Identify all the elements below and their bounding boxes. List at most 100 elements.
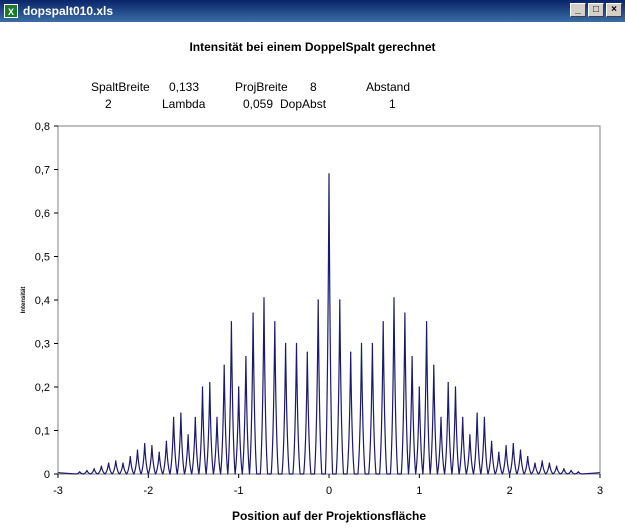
intensity-peak-point xyxy=(252,312,254,314)
intensity-peak-point xyxy=(447,382,449,384)
intensity-peak-point xyxy=(512,442,514,445)
intensity-peak-point xyxy=(440,416,442,419)
intensity-peak-point xyxy=(371,342,373,345)
intensity-peak-point xyxy=(122,462,124,464)
intensity-peak-point xyxy=(216,416,218,419)
intensity-peak-point xyxy=(548,462,551,464)
intensity-peak-point xyxy=(285,342,287,345)
window-controls: _ □ × xyxy=(570,3,622,17)
info-spaltbreite-label: SpaltBreite xyxy=(91,80,150,94)
intensity-peak-point xyxy=(201,386,204,388)
info-projbreite-label: ProjBreite xyxy=(235,80,288,94)
intensity-peak-point xyxy=(425,321,428,323)
window-title: dopspalt010.xls xyxy=(23,4,114,18)
line-chart: 0 0,1 0,2 0,3 0,4 0,5 0,6 0,7 0,8 -3 -2 -1 0 1 2 3 Posi… xyxy=(21,121,603,523)
intensity-peak-point xyxy=(129,456,131,458)
intensity-peak-point xyxy=(151,445,153,447)
chart-area[interactable]: Intensität bei einem DoppelSpalt gerechn… xyxy=(0,22,625,532)
x-tick-label: 0 xyxy=(326,485,332,497)
minimize-button[interactable]: _ xyxy=(570,3,586,17)
intensity-peak-point xyxy=(194,416,196,419)
y-tick-label: 0,6 xyxy=(35,208,50,220)
intensity-peak-point xyxy=(187,434,189,436)
x-tick-label: 2 xyxy=(507,485,513,497)
y-axis-title: Intensität xyxy=(21,287,27,314)
intensity-peak-point xyxy=(404,312,406,314)
intensity-peak-point xyxy=(317,299,319,301)
intensity-peak-point xyxy=(360,342,363,345)
info-dopabst-label: DopAbst xyxy=(280,97,327,111)
intensity-peak-point xyxy=(100,465,102,467)
intensity-peak-point xyxy=(527,456,529,458)
intensity-peak-point xyxy=(93,468,95,470)
intensity-peak-point xyxy=(556,465,558,467)
intensity-peak-point xyxy=(519,449,522,451)
intensity-peak-point xyxy=(328,173,330,175)
intensity-peak-point xyxy=(245,355,247,358)
intensity-peak-point xyxy=(534,462,536,464)
intensity-peak-point xyxy=(238,386,240,388)
intensity-peak-point xyxy=(505,445,507,447)
info-spaltbreite-value: 0,133 xyxy=(169,80,200,94)
intensity-peak-point xyxy=(411,355,413,358)
intensity-peak-point xyxy=(107,462,110,464)
intensity-peak-point xyxy=(209,382,211,384)
x-tick-label: -1 xyxy=(234,485,244,497)
y-tick-label: 0,1 xyxy=(35,426,50,438)
x-tick-label: 3 xyxy=(597,485,603,497)
x-axis-title: Position auf der Projektionsfläche xyxy=(232,509,426,523)
excel-icon[interactable]: X xyxy=(4,4,18,18)
intensity-peak-point xyxy=(483,416,485,419)
intensity-peak-point xyxy=(498,451,500,453)
intensity-peak-point xyxy=(418,386,420,388)
x-tick-label: -2 xyxy=(143,485,153,497)
intensity-peak-point xyxy=(173,416,175,419)
y-tick-label: 0 xyxy=(44,469,50,481)
intensity-peak-point xyxy=(454,386,457,388)
intensity-peak-point xyxy=(263,297,265,299)
intensity-peak-point xyxy=(158,451,160,453)
intensity-peak-point xyxy=(223,364,225,366)
close-button[interactable]: × xyxy=(606,3,622,17)
intensity-peak-point xyxy=(462,416,464,419)
intensity-peak-point xyxy=(393,297,395,299)
intensity-peak-point xyxy=(476,412,478,414)
restore-button[interactable]: □ xyxy=(588,3,604,17)
intensity-peak-point xyxy=(180,412,182,414)
intensity-peak-point xyxy=(563,468,565,470)
intensity-peak-point xyxy=(469,434,471,436)
y-tick-label: 0,2 xyxy=(35,382,50,394)
intensity-peak-point xyxy=(433,364,435,366)
intensity-peak-point xyxy=(306,351,308,353)
intensity-peak-point xyxy=(86,469,88,472)
intensity-peak-point xyxy=(136,449,139,451)
intensity-peak-point xyxy=(541,460,543,462)
intensity-peak-point xyxy=(339,299,341,301)
y-tick-label: 0,8 xyxy=(35,121,50,133)
info-abstand-value: 2 xyxy=(105,97,112,111)
y-tick-label: 0,3 xyxy=(35,339,50,351)
intensity-peak-point xyxy=(570,469,572,472)
info-projbreite-value: 8 xyxy=(310,80,317,94)
intensity-peak-point xyxy=(577,471,579,473)
intensity-peak-point xyxy=(274,321,276,323)
y-tick-label: 0,5 xyxy=(35,252,50,264)
info-lambda-value: 0,059 xyxy=(243,97,274,111)
intensity-peak-point xyxy=(115,460,117,462)
intensity-peak-point xyxy=(491,440,493,442)
intensity-peak-point xyxy=(350,351,352,353)
intensity-peak-point xyxy=(382,321,384,323)
chart-title: Intensität bei einem DoppelSpalt gerechn… xyxy=(189,40,436,54)
info-abstand-label: Abstand xyxy=(366,80,411,94)
info-dopabst-value: 1 xyxy=(389,97,396,111)
intensity-peak-point xyxy=(295,342,298,345)
x-tick-label: -3 xyxy=(53,485,63,497)
title-bar: X dopspalt010.xls _ □ × xyxy=(0,0,625,22)
x-tick-label: 1 xyxy=(416,485,422,497)
intensity-peak-point xyxy=(230,321,233,323)
y-tick-label: 0,4 xyxy=(35,295,50,307)
y-tick-label: 0,7 xyxy=(35,165,50,177)
info-lambda-label: Lambda xyxy=(162,97,206,111)
intensity-peak-point xyxy=(165,440,167,442)
intensity-peak-point xyxy=(79,471,81,473)
